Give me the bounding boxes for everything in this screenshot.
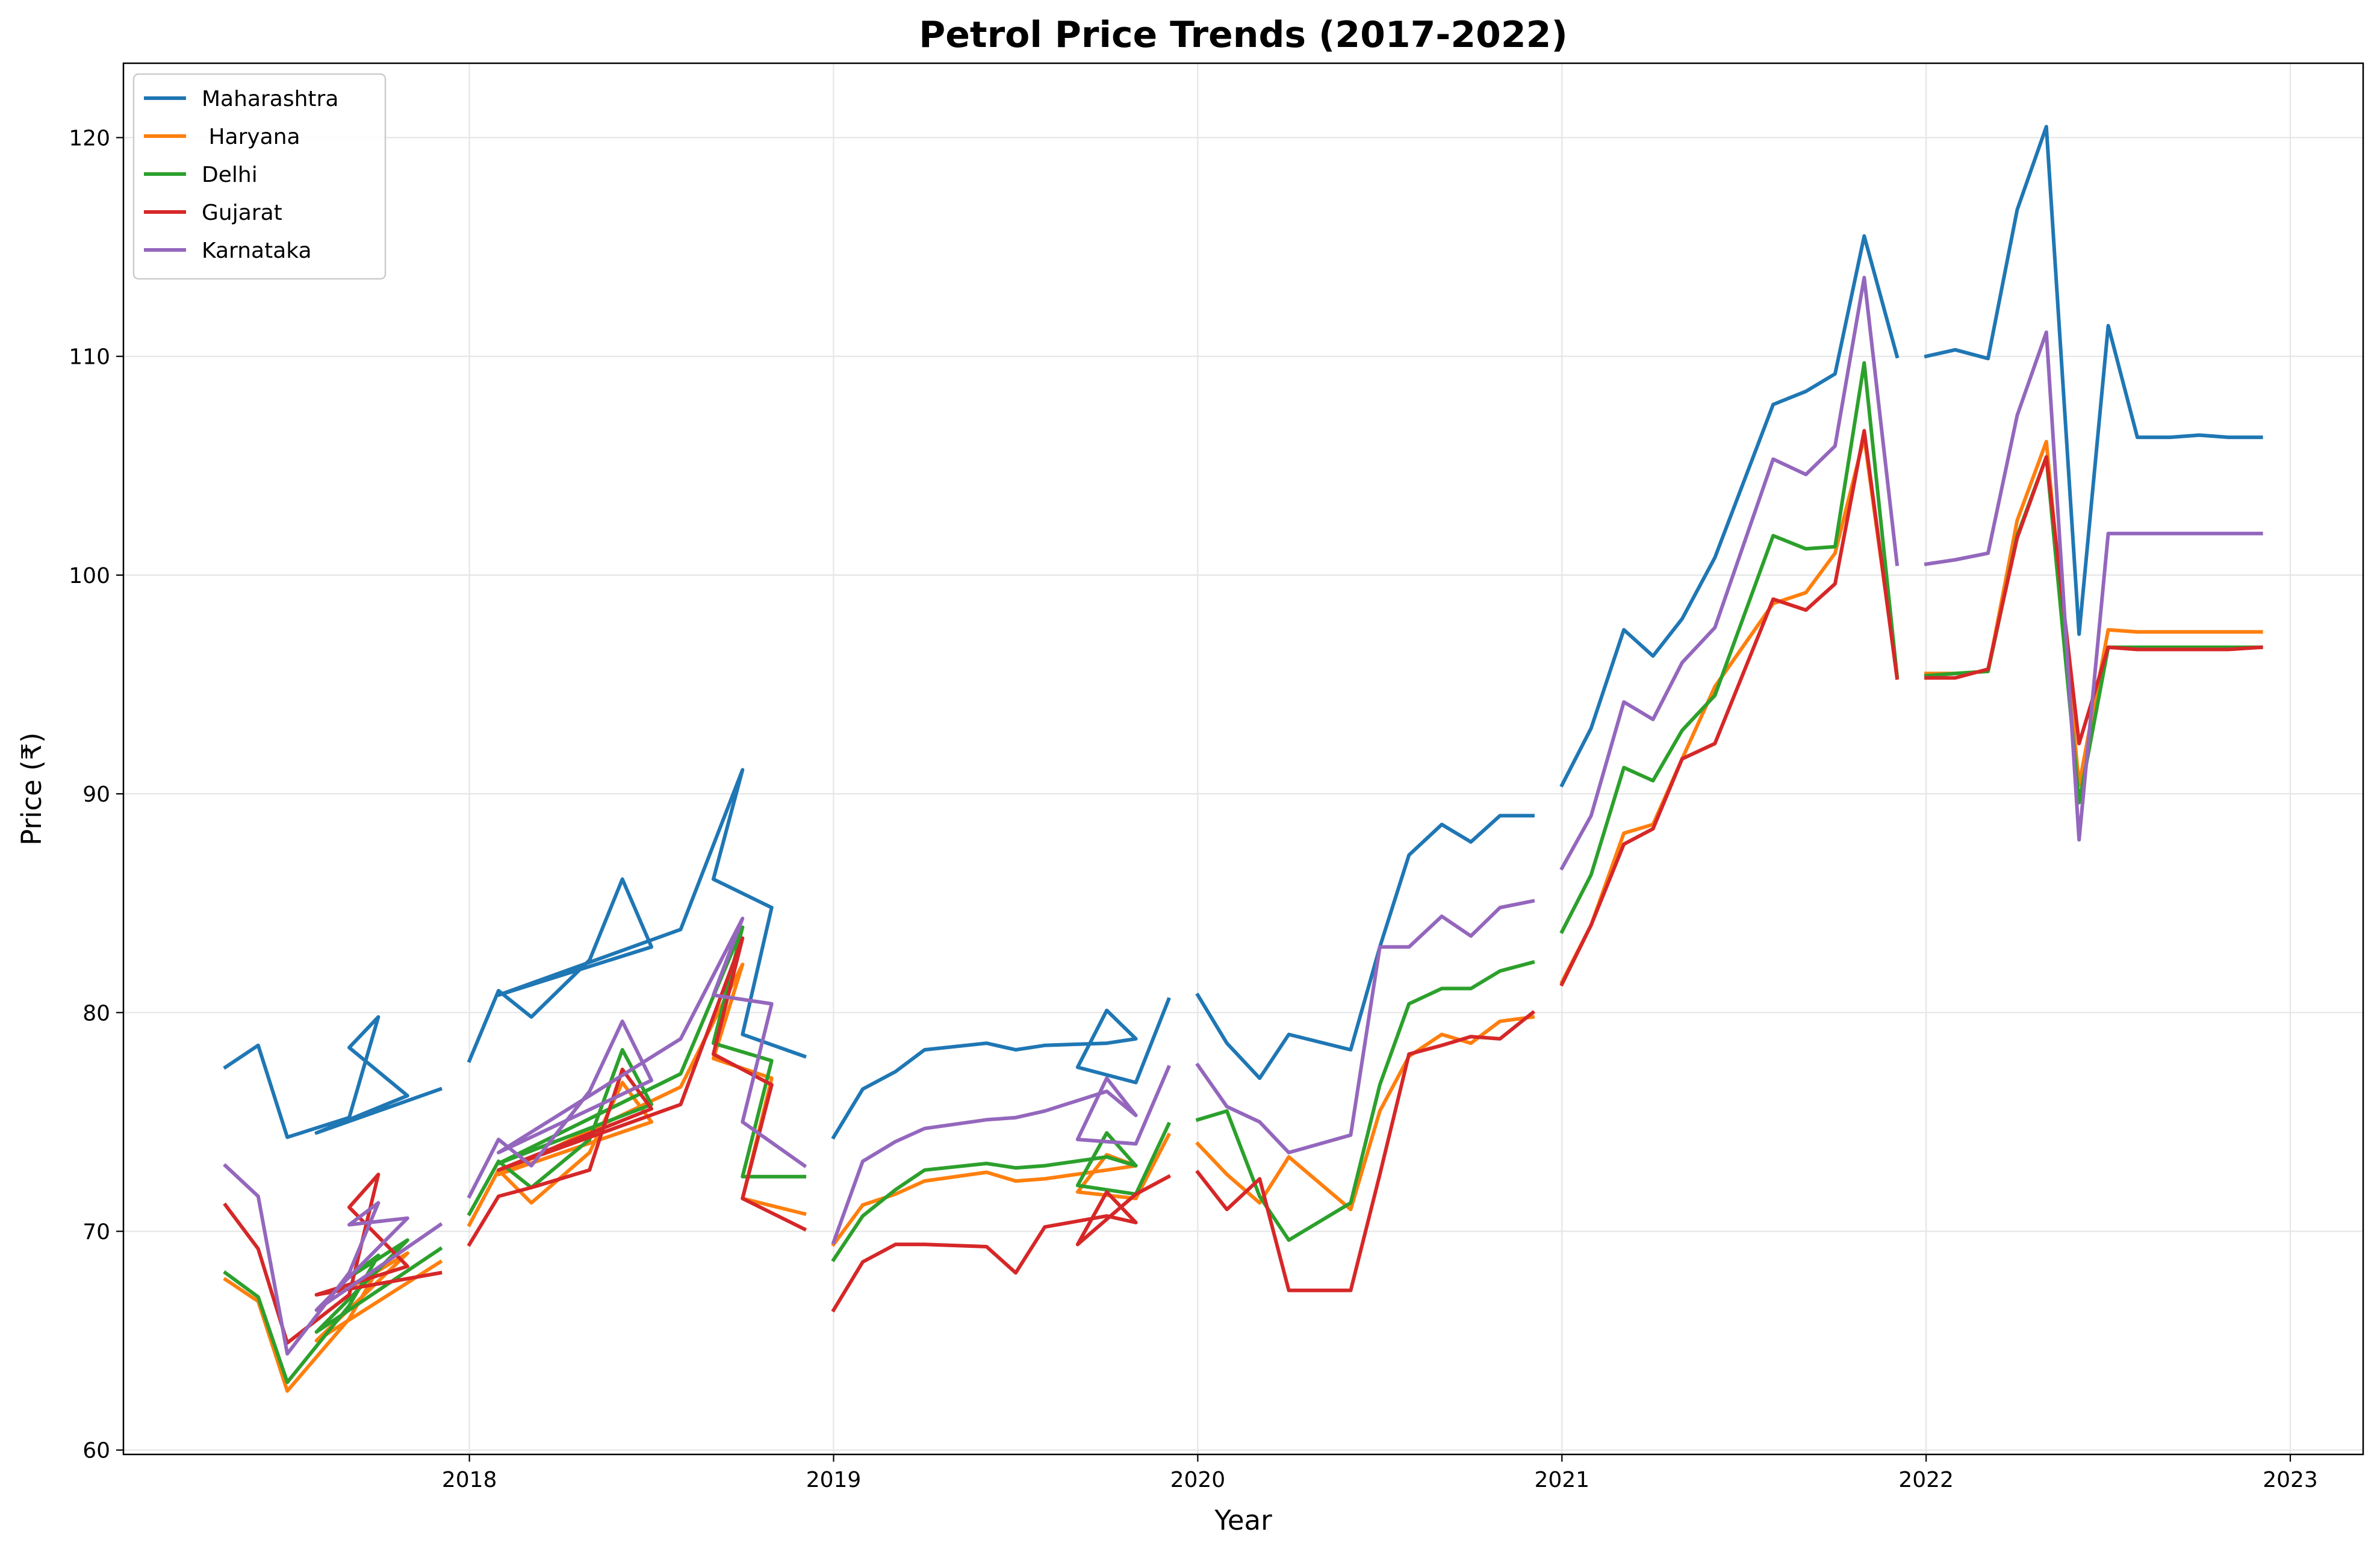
- legend-label: Delhi: [202, 163, 258, 187]
- y-tick-label: 90: [82, 782, 110, 807]
- axis-ticks: 2018 2019 2020 2021 2022 2023 60 70 80 90 100 110 12…: [69, 126, 2318, 1492]
- legend-box: [132, 73, 387, 280]
- x-tick-label: 2022: [1898, 1468, 1954, 1492]
- series-lines: [223, 125, 2263, 1393]
- legend: Maharashtra Haryana Delhi Gujarat Karnataka: [132, 73, 387, 280]
- legend-label: Haryana: [202, 125, 300, 149]
- series-line-5: [223, 275, 2263, 1356]
- y-tick-label: 70: [82, 1220, 110, 1245]
- y-axis-label: Price (₹): [16, 732, 48, 846]
- y-tick-label: 110: [69, 345, 110, 370]
- x-tick-label: 2019: [806, 1468, 862, 1492]
- plot-frame: [122, 62, 2364, 1456]
- legend-label: Maharashtra: [202, 87, 338, 111]
- x-tick-label: 2020: [1170, 1468, 1226, 1492]
- legend-label: Karnataka: [202, 238, 312, 263]
- series-line-4: [223, 429, 2263, 1345]
- x-tick-label: 2023: [2263, 1468, 2318, 1492]
- y-tick-label: 100: [69, 564, 110, 588]
- x-tick-label: 2018: [442, 1468, 497, 1492]
- y-tick-label: 60: [82, 1439, 110, 1463]
- x-tick-label: 2021: [1534, 1468, 1589, 1492]
- grid-lines: [123, 63, 2363, 1454]
- x-axis-label: Year: [1214, 1504, 1272, 1536]
- series-line-3: [223, 361, 2263, 1385]
- y-tick-label: 120: [69, 126, 110, 151]
- legend-label: Gujarat: [202, 201, 282, 225]
- chart-title: Petrol Price Trends (2017-2022): [919, 14, 1568, 56]
- y-tick-label: 80: [82, 1001, 110, 1026]
